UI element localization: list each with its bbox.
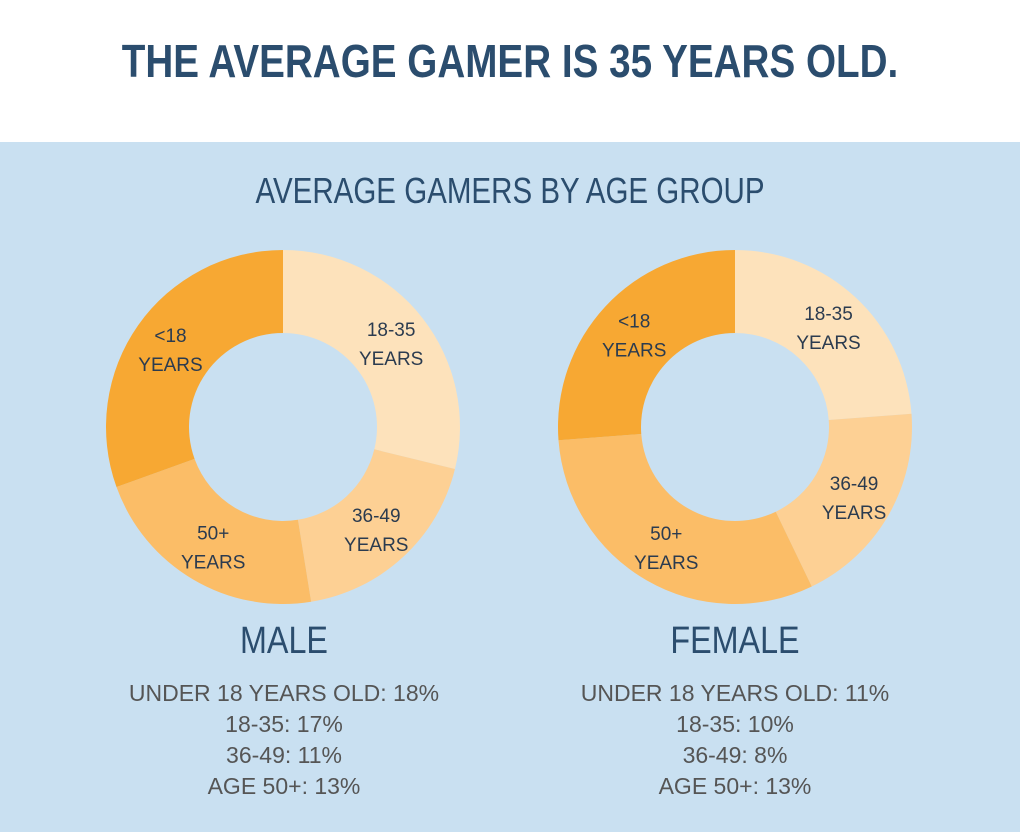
male-stat-50plus: AGE 50+: 13% bbox=[207, 773, 361, 799]
female-segment-18-35 bbox=[735, 250, 912, 420]
male-label-50plus: 50+ YEARS bbox=[181, 523, 245, 573]
male-segment-50plus bbox=[116, 458, 312, 604]
male-label-36-49: 36-49 YEARS bbox=[344, 506, 408, 556]
female-label-18-35: 18-35 YEARS bbox=[796, 304, 860, 354]
male-stat-18-35: 18-35: 17% bbox=[225, 711, 343, 737]
female-chart-title: FEMALE bbox=[670, 620, 800, 662]
female-stat-under18: UNDER 18 YEARS OLD: 11% bbox=[580, 680, 890, 706]
male-donut-chart: 18-35 YEARS 36-49 YEARS 50+ YEARS <18 YEARS bbox=[106, 250, 461, 604]
female-stat-50plus: AGE 50+: 13% bbox=[658, 773, 812, 799]
male-chart-title: MALE bbox=[240, 620, 328, 662]
header: THE AVERAGE GAMER IS 35 YEARS OLD. bbox=[0, 0, 1020, 142]
male-segment-36-49 bbox=[297, 449, 455, 602]
female-stat-18-35: 18-35: 10% bbox=[676, 711, 794, 737]
female-segment-36-49 bbox=[775, 413, 912, 587]
female-donut-chart: 18-35 YEARS 36-49 YEARS 50+ YEARS <18 YEARS bbox=[558, 250, 912, 605]
chart-subtitle: AVERAGE GAMERS BY AGE GROUP bbox=[255, 170, 765, 211]
main-title: THE AVERAGE GAMER IS 35 YEARS OLD. bbox=[121, 35, 899, 87]
male-segment-18-35 bbox=[283, 250, 461, 470]
male-label-18-35: 18-35 YEARS bbox=[359, 320, 423, 370]
female-stats: UNDER 18 YEARS OLD: 11% 18-35: 10% 36-49… bbox=[525, 678, 945, 802]
female-segment-under18 bbox=[558, 250, 735, 441]
male-stat-36-49: 36-49: 11% bbox=[226, 742, 342, 768]
male-label-under18: <18 YEARS bbox=[138, 326, 202, 376]
female-stat-36-49: 36-49: 8% bbox=[682, 742, 788, 768]
male-stats: UNDER 18 YEARS OLD: 18% 18-35: 17% 36-49… bbox=[74, 678, 494, 802]
female-label-50plus: 50+ YEARS bbox=[634, 524, 698, 574]
male-segment-under18 bbox=[106, 250, 283, 488]
female-label-under18: <18 YEARS bbox=[602, 311, 666, 361]
female-segment-50plus bbox=[558, 434, 812, 605]
female-label-36-49: 36-49 YEARS bbox=[822, 474, 886, 524]
male-stat-under18: UNDER 18 YEARS OLD: 18% bbox=[128, 680, 440, 706]
